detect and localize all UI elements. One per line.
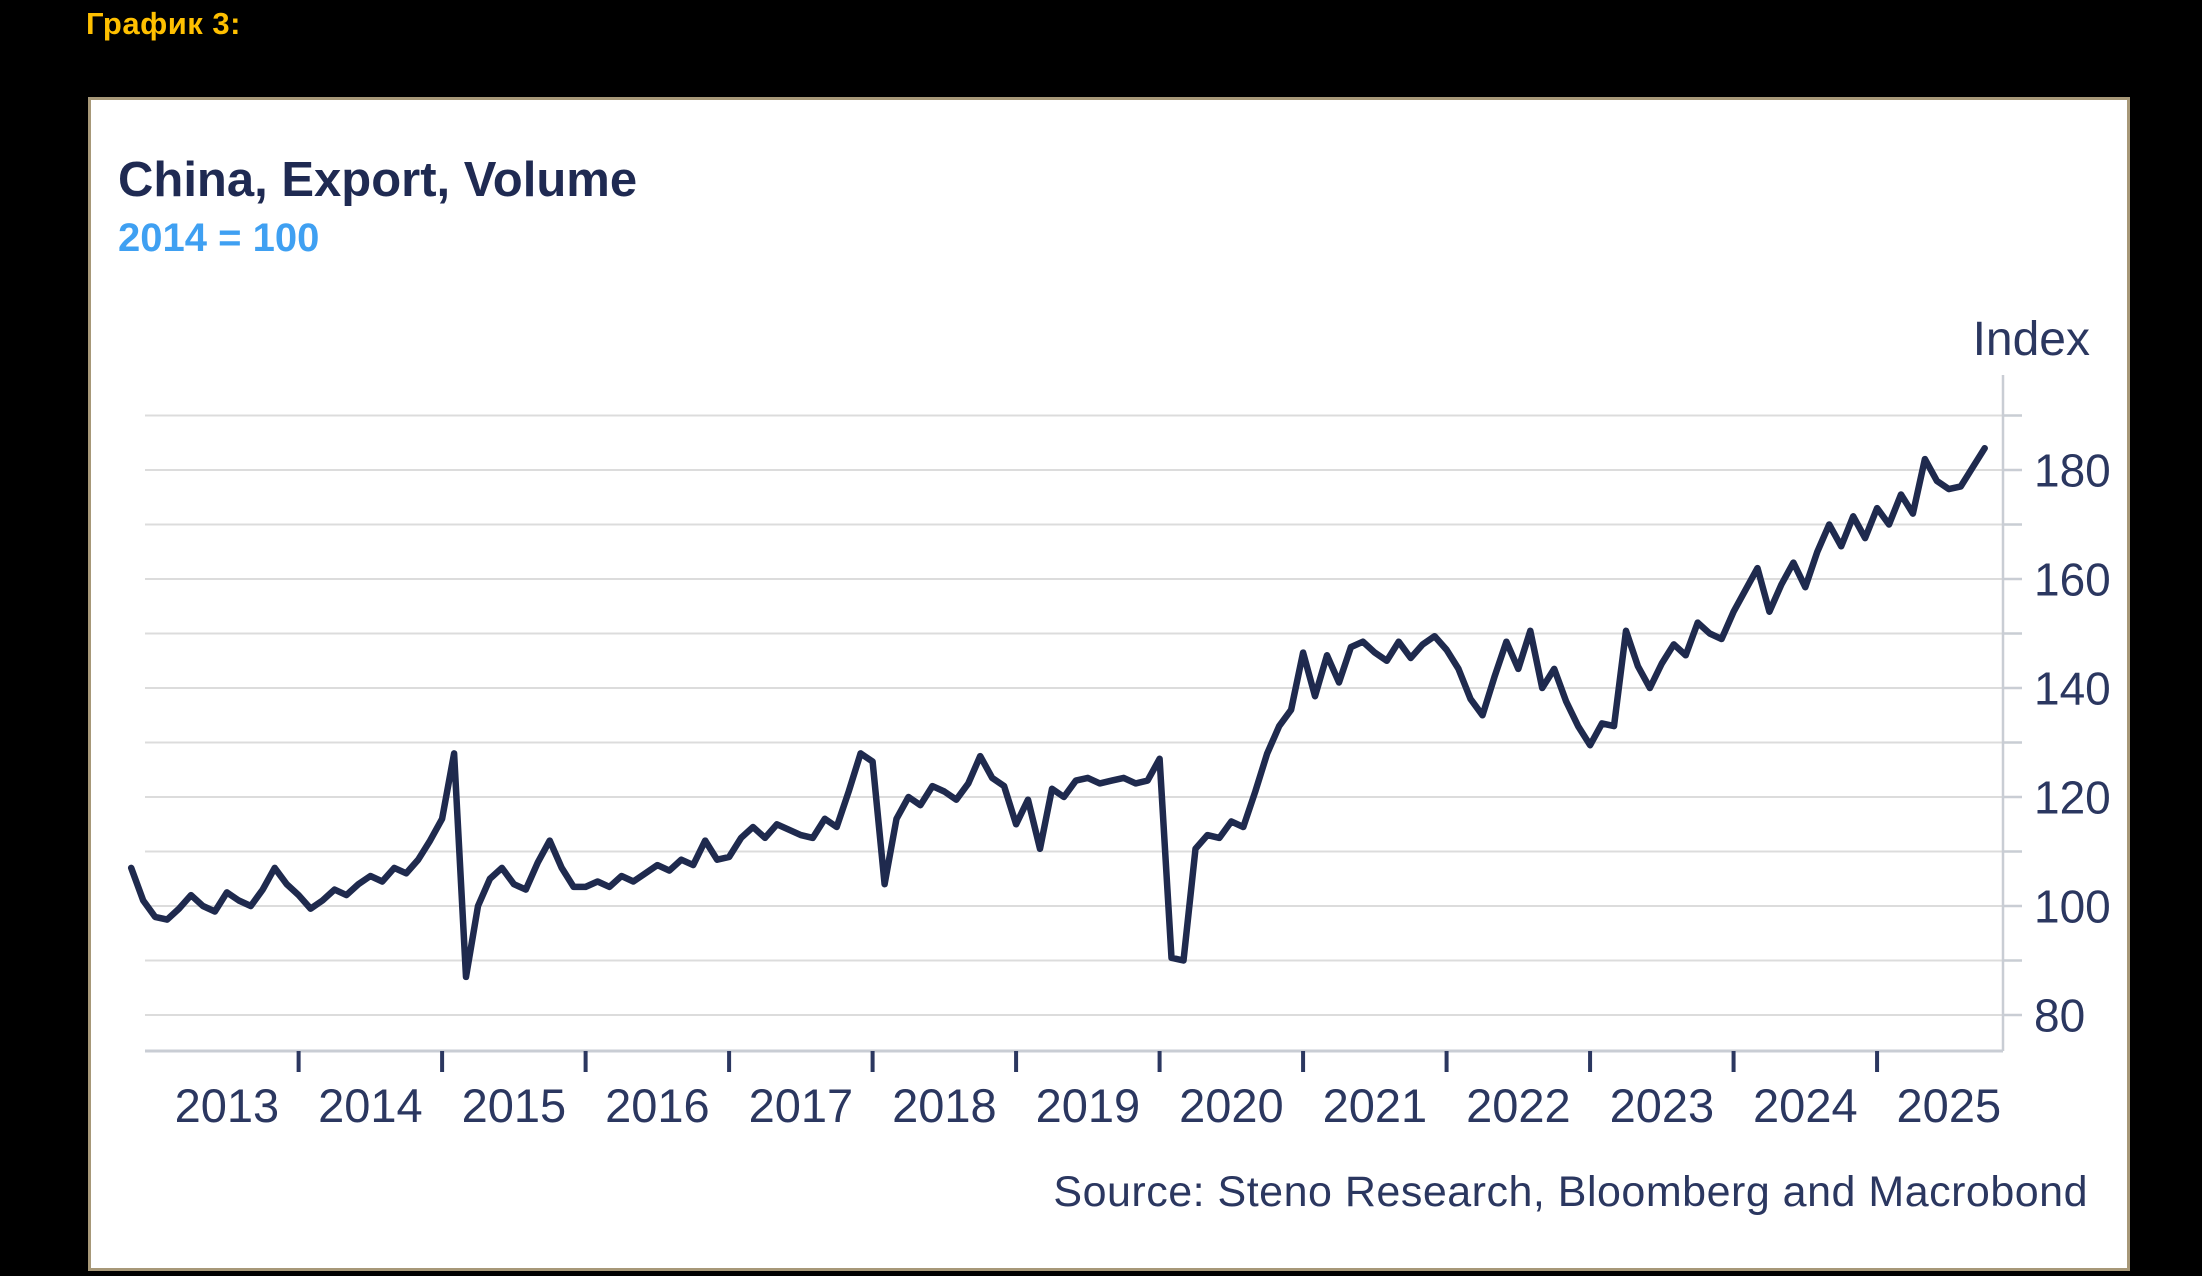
figure-label: График 3: — [86, 6, 241, 41]
y-tick-label: 100 — [2034, 881, 2111, 933]
source-label: Source: Steno Research, Bloomberg and Ma… — [1053, 1168, 2088, 1216]
x-axis-ticks — [296, 1051, 1880, 1072]
y-axis-labels: 80 100 120 140 160 180 — [2034, 445, 2111, 1042]
x-tick-label: 2019 — [1036, 1079, 1141, 1132]
x-tick-label: 2020 — [1179, 1079, 1284, 1132]
gridlines — [145, 414, 2003, 1016]
chart-panel — [88, 97, 2130, 1271]
x-tick-label: 2016 — [605, 1079, 710, 1132]
x-tick-label: 2025 — [1897, 1079, 2002, 1132]
x-tick-label: 2024 — [1753, 1079, 1858, 1132]
chart-title: China, Export, Volume — [118, 153, 638, 207]
y-tick-label: 80 — [2034, 990, 2085, 1042]
export-volume-line — [127, 444, 1988, 981]
x-tick-label: 2021 — [1323, 1079, 1428, 1132]
x-tick-label: 2014 — [318, 1079, 423, 1132]
y-axis-unit-label: Index — [1972, 313, 2090, 366]
x-tick-label: 2023 — [1610, 1079, 1715, 1132]
chart-subtitle: 2014 = 100 — [118, 216, 320, 260]
y-axis-ticks — [2003, 414, 2022, 1017]
x-tick-label: 2017 — [749, 1079, 854, 1132]
y-tick-label: 120 — [2034, 772, 2111, 824]
x-axis-labels: 2013 2014 2015 2016 2017 2018 2019 2020 2021 2022… — [175, 1079, 2002, 1132]
x-tick-label: 2022 — [1466, 1079, 1571, 1132]
x-tick-label: 2018 — [892, 1079, 997, 1132]
y-tick-label: 140 — [2034, 663, 2111, 715]
y-tick-label: 180 — [2034, 445, 2111, 497]
x-tick-label: 2015 — [462, 1079, 567, 1132]
y-tick-label: 160 — [2034, 554, 2111, 606]
x-tick-label: 2013 — [175, 1079, 280, 1132]
